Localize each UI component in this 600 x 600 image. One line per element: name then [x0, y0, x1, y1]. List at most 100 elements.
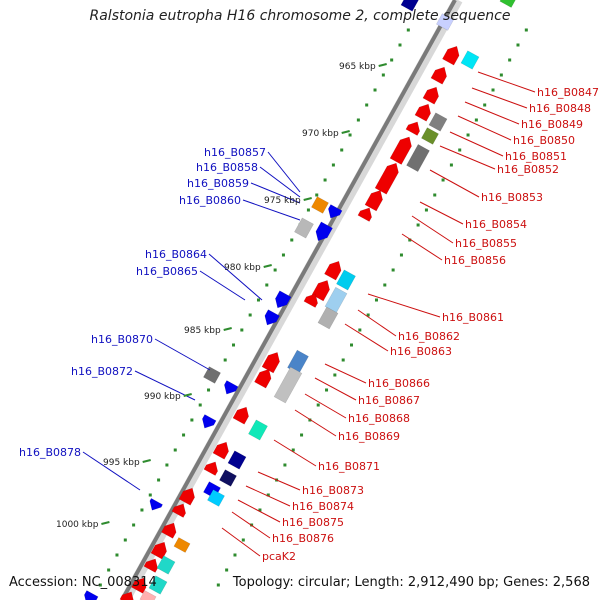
leader-line: [344, 323, 389, 352]
scale-dot: [273, 268, 277, 272]
scale-dot: [474, 118, 478, 122]
scale-dot: [216, 583, 220, 587]
backbone-shadow: [120, 0, 463, 600]
gene-arrow: [149, 498, 163, 511]
scale-dot: [173, 448, 177, 452]
leader-line: [250, 182, 301, 204]
right-gene-label: h16_B0867: [358, 394, 420, 407]
gene-arrow: [131, 577, 147, 594]
leader-line: [411, 215, 454, 244]
leader-line: [208, 253, 263, 301]
scale-dot: [182, 433, 186, 437]
gene-features: [84, 0, 517, 600]
leader-line: [449, 131, 504, 157]
right-gene-label: h16_B0849: [521, 118, 583, 131]
left-gene-label: h16_B0860: [179, 194, 241, 207]
gene-arrow: [261, 352, 280, 374]
scale-dot: [524, 28, 528, 32]
gene-arrow: [84, 590, 99, 600]
left-gene-label: h16_B0872: [71, 365, 133, 378]
scale-dot: [316, 403, 320, 407]
scale-dot: [98, 583, 102, 587]
gene-box: [203, 366, 221, 384]
scale-dot: [390, 58, 394, 62]
right-gene-label: h16_B0851: [505, 150, 567, 163]
right-gene-label: h16_B0853: [481, 191, 543, 204]
leader-line: [273, 439, 317, 467]
right-gene-label: h16_B0874: [292, 500, 354, 513]
scale-dot: [433, 193, 437, 197]
gene-arrow: [254, 368, 272, 389]
gene-arrow: [303, 293, 318, 308]
scale-dot: [491, 88, 495, 92]
leader-line: [237, 499, 281, 523]
gene-arrow: [143, 558, 158, 573]
scale-dot: [115, 553, 119, 557]
leader-line: [245, 485, 291, 507]
scale-dot: [441, 178, 445, 182]
scale-dot: [399, 253, 403, 257]
scale-label: 970 kbp: [302, 129, 339, 139]
right-gene-label: h16_B0854: [465, 218, 527, 231]
scale-dot: [398, 43, 402, 47]
left-gene-label: h16_B0878: [19, 446, 81, 459]
scale-dot: [123, 538, 127, 542]
gene-arrow: [178, 487, 195, 506]
scale-dot: [165, 463, 169, 467]
leader-line: [464, 101, 520, 125]
gene-box: [156, 555, 176, 575]
leader-line: [401, 233, 443, 261]
scale-dot: [132, 523, 136, 527]
scale-tick: [303, 197, 312, 201]
scale-dot: [281, 253, 285, 257]
scale-dot: [516, 43, 520, 47]
gene-arrow: [364, 190, 383, 212]
gene-arrow: [405, 121, 420, 136]
scale-dot: [148, 493, 152, 497]
leader-line: [221, 527, 261, 557]
right-gene-label: h16_B0871: [318, 460, 380, 473]
leader-line: [259, 166, 301, 198]
scale-dot: [381, 73, 385, 77]
scale-dot: [306, 208, 310, 212]
left-gene-label: h16_B0870: [91, 333, 153, 346]
gene-arrow: [203, 461, 218, 476]
scale-dot: [140, 508, 144, 512]
scale-dot: [233, 553, 237, 557]
right-gene-label: h16_B0873: [302, 484, 364, 497]
leader-line: [82, 451, 141, 491]
scale-dot: [223, 358, 227, 362]
scale-label: 995 kbp: [103, 458, 140, 468]
inner-scale-track: [216, 28, 528, 587]
scale-dot: [424, 208, 428, 212]
leader-line: [304, 393, 347, 419]
gene-arrow: [171, 503, 186, 518]
right-gene-label: h16_B0863: [390, 345, 452, 358]
scale-dot: [374, 298, 378, 302]
scale-dot: [291, 448, 295, 452]
scale-dot: [356, 118, 360, 122]
outer-scale-track: [98, 28, 410, 587]
gene-arrow: [430, 66, 447, 85]
leader-line: [154, 338, 211, 371]
leader-line: [367, 293, 441, 318]
scale-dot: [331, 163, 335, 167]
right-gene-label: h16_B0866: [368, 377, 430, 390]
gene-arrow: [311, 280, 330, 302]
leader-line: [471, 87, 528, 109]
gene-box: [428, 112, 448, 132]
gene-arrow: [202, 414, 217, 429]
right-gene-labels: h16_B0847 h16_B0848 h16_B0849 h16_B0850 h16_…: [262, 86, 599, 563]
gene-box: [317, 306, 339, 330]
leader-line: [477, 71, 536, 93]
leader-line: [231, 511, 271, 539]
scale-label: 965 kbp: [339, 62, 376, 72]
label-leader-lines: [82, 71, 536, 557]
leader-line: [257, 471, 301, 491]
scale-labels: 965 kbp 970 kbp 975 kbp 980 kbp 985 kbp 990 k…: [56, 62, 387, 530]
scale-dot: [348, 133, 352, 137]
gene-arrow: [119, 591, 134, 600]
gene-arrow: [324, 260, 342, 281]
scale-dot: [383, 283, 387, 287]
leader-line: [267, 151, 301, 193]
